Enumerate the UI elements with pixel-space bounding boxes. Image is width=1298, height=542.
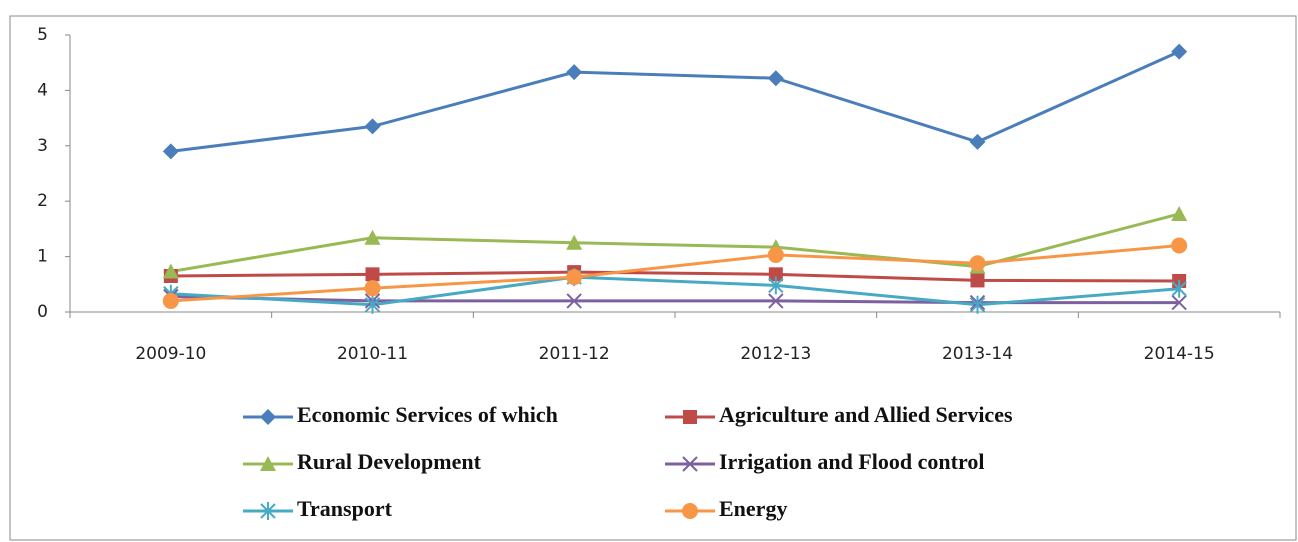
- data-point: [969, 255, 986, 272]
- data-point: [364, 295, 381, 314]
- y-tick-label: 2: [37, 191, 48, 211]
- y-tick-label: 1: [37, 247, 48, 267]
- legend-marker: [260, 502, 276, 520]
- data-point: [970, 273, 985, 288]
- data-point: [566, 64, 583, 81]
- data-point: [969, 133, 986, 150]
- data-point: [1171, 205, 1188, 221]
- legend-marker: [682, 503, 698, 519]
- data-point: [767, 70, 784, 87]
- data-point: [566, 293, 582, 309]
- data-point: [566, 234, 583, 250]
- data-point: [768, 267, 783, 282]
- y-tick-label: 3: [37, 136, 48, 156]
- data-point: [767, 246, 784, 263]
- legend-label: Economic Services of which: [297, 402, 558, 427]
- data-point: [1171, 237, 1188, 254]
- data-point: [1171, 43, 1188, 60]
- x-tick-label: 2014-15: [1144, 344, 1215, 364]
- data-point: [162, 143, 179, 160]
- chart-frame: [9, 15, 1297, 541]
- legend-label: Irrigation and Flood control: [719, 449, 984, 474]
- y-tick-label: 4: [37, 80, 48, 100]
- series-line: [170, 270, 1180, 283]
- x-tick-label: 2012-13: [740, 344, 811, 364]
- y-tick-label: 0: [37, 302, 48, 322]
- data-point: [1171, 294, 1187, 311]
- data-point: [364, 280, 381, 297]
- data-point: [162, 292, 179, 309]
- data-point: [364, 118, 381, 135]
- legend-marker: [260, 456, 276, 471]
- data-point: [364, 229, 381, 245]
- series-line: [170, 212, 1180, 274]
- legend-marker: [260, 409, 276, 425]
- legend-marker: [683, 410, 697, 424]
- series-line: [170, 50, 1180, 153]
- data-point: [566, 269, 583, 286]
- x-tick-label: 2013-14: [942, 344, 1013, 364]
- data-point: [768, 293, 784, 309]
- y-tick-label: 5: [37, 25, 48, 45]
- x-tick-label: 2011-12: [539, 344, 610, 364]
- data-point: [1171, 279, 1187, 298]
- data-point: [969, 295, 986, 314]
- legend-label: Transport: [297, 496, 393, 521]
- legend-marker: [682, 456, 698, 472]
- data-point: [365, 267, 380, 282]
- series-line: [170, 244, 1180, 303]
- data-point: [162, 263, 179, 279]
- legend-label: Energy: [719, 496, 787, 521]
- legend-label: Rural Development: [297, 449, 482, 474]
- legend-label: Agriculture and Allied Services: [719, 402, 1013, 427]
- series-line: [170, 275, 1180, 307]
- data-point: [768, 276, 784, 295]
- x-tick-label: 2009-10: [135, 344, 206, 364]
- x-tick-label: 2010-11: [337, 344, 408, 364]
